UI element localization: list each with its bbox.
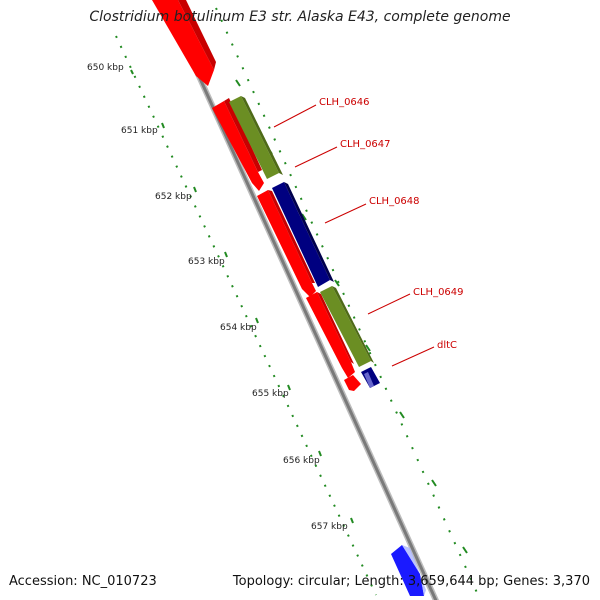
tick-label-653: 653 kbp — [188, 257, 225, 267]
gene-label-clh-0646[interactable]: CLH_0646 — [319, 97, 370, 108]
cds-navy-1[interactable] — [272, 182, 334, 287]
gene-label-clh-0648[interactable]: CLH_0648 — [369, 196, 420, 207]
gene-clh-0646[interactable] — [212, 98, 264, 191]
tick-label-651: 651 kbp — [121, 126, 158, 136]
tick-label-652: 652 kbp — [155, 192, 192, 202]
callout-clh-0647 — [294, 146, 338, 168]
cds-olive-2[interactable] — [320, 286, 374, 367]
callout-dltc — [391, 346, 435, 367]
gene-clh-0649[interactable] — [306, 292, 355, 378]
gene-upstream[interactable] — [152, 0, 216, 86]
callout-clh-0648 — [324, 203, 367, 224]
map-title: Clostridium botulinum E3 str. Alaska E43… — [89, 9, 511, 25]
callout-clh-0646 — [273, 104, 317, 128]
inner-tick-track — [115, 35, 377, 596]
gene-dltc[interactable] — [344, 375, 361, 391]
tick-label-657: 657 kbp — [311, 522, 348, 532]
accession-text: Accession: NC_010723 — [9, 574, 157, 589]
cds-navy-2[interactable] — [361, 367, 380, 388]
gene-downstream-blue[interactable] — [391, 545, 426, 596]
gene-clh-0648[interactable] — [257, 190, 316, 297]
tick-label-650: 650 kbp — [87, 63, 124, 73]
genome-summary: Topology: circular; Length: 3,659,644 bp… — [232, 574, 590, 589]
callout-clh-0649 — [367, 293, 411, 315]
tick-label-656: 656 kbp — [283, 456, 320, 466]
inner-major-ticks — [130, 69, 354, 524]
gene-label-clh-0647[interactable]: CLH_0647 — [340, 139, 391, 150]
gene-label-dltc[interactable]: dltC — [437, 340, 457, 351]
tick-label-654: 654 kbp — [220, 323, 257, 333]
tick-label-655: 655 kbp — [252, 389, 289, 399]
gene-label-clh-0649[interactable]: CLH_0649 — [413, 287, 464, 298]
cds-olive-1[interactable] — [229, 96, 283, 179]
